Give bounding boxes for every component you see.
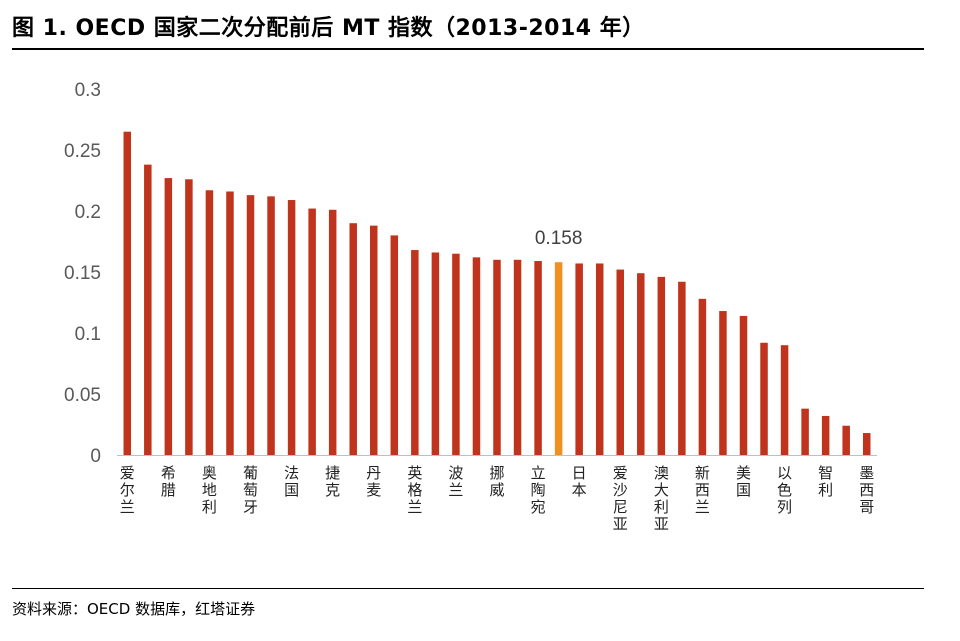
x-tick-label: 以色列 (777, 464, 792, 516)
x-tick-label: 挪威 (489, 464, 504, 499)
bar (144, 164, 152, 455)
x-tick-label: 美国 (736, 464, 751, 499)
y-tick-label: 0 (90, 446, 101, 467)
bar (780, 345, 789, 455)
bar (493, 259, 501, 455)
bar (205, 190, 214, 455)
bar (554, 262, 563, 455)
footer-divider (12, 588, 924, 589)
y-tick-label: 0.15 (64, 263, 101, 284)
bar (226, 191, 234, 456)
bar (308, 208, 316, 455)
x-tick-label: 立陶宛 (531, 464, 546, 516)
y-tick-label: 0.25 (64, 141, 101, 162)
bar (328, 209, 337, 455)
y-tick-label: 0.05 (64, 385, 101, 406)
bar (616, 269, 624, 455)
bar (637, 273, 645, 455)
bar (370, 225, 378, 455)
y-tick-label: 0.1 (75, 324, 101, 345)
bar (513, 259, 522, 455)
x-tick-label: 墨西哥 (859, 464, 874, 516)
y-tick-label: 0.2 (75, 202, 101, 223)
x-tick-label: 爱沙尼亚 (613, 464, 628, 533)
bar (575, 263, 583, 455)
bar (123, 131, 132, 455)
y-axis: 0 0.05 0.1 0.15 0.2 0.25 0.3 (64, 80, 101, 467)
x-tick-label: 葡萄牙 (243, 464, 258, 516)
bar (698, 298, 707, 455)
bar (267, 196, 275, 456)
bar (821, 415, 830, 455)
bar (411, 250, 419, 455)
data-labels: 0.158 (535, 228, 583, 249)
x-tick-label: 英格兰 (407, 464, 422, 516)
x-tick-label: 爱尔兰 (120, 464, 135, 516)
bar (842, 425, 850, 455)
bar (185, 179, 193, 455)
figure-title: 图 1. OECD 国家二次分配前后 MT 指数（2013-2014 年） (12, 16, 645, 41)
x-tick-label: 波兰 (448, 464, 463, 499)
x-tick-label: 法国 (284, 464, 299, 499)
bar (678, 281, 686, 455)
bar (657, 276, 666, 455)
x-tick-label: 希腊 (161, 464, 176, 499)
bar (739, 315, 748, 455)
data-label: 0.158 (535, 228, 583, 249)
bar (287, 200, 296, 455)
x-tick-label: 奥地利 (202, 464, 217, 516)
y-tick-label: 0.3 (75, 80, 101, 101)
bar (760, 342, 768, 455)
bar (164, 178, 173, 455)
x-tick-label: 捷克 (325, 464, 340, 499)
x-tick-label: 澳大利亚 (654, 464, 669, 533)
bar (801, 408, 809, 455)
bar (452, 253, 460, 455)
x-tick-label: 新西兰 (695, 464, 710, 516)
bar (349, 223, 357, 455)
bar (246, 195, 255, 455)
x-tick-label: 智利 (818, 464, 833, 499)
bar (719, 311, 727, 455)
bar (862, 433, 871, 455)
bar (431, 252, 440, 455)
bar-series (123, 131, 871, 456)
x-tick-label: 丹麦 (366, 464, 381, 499)
bar (595, 263, 604, 455)
x-tick-label: 日本 (572, 464, 587, 499)
bar (534, 261, 542, 455)
source-note: 资料来源：OECD 数据库，红塔证券 (12, 600, 256, 618)
bar (390, 235, 399, 455)
title-divider (12, 48, 924, 50)
bar (472, 257, 481, 455)
